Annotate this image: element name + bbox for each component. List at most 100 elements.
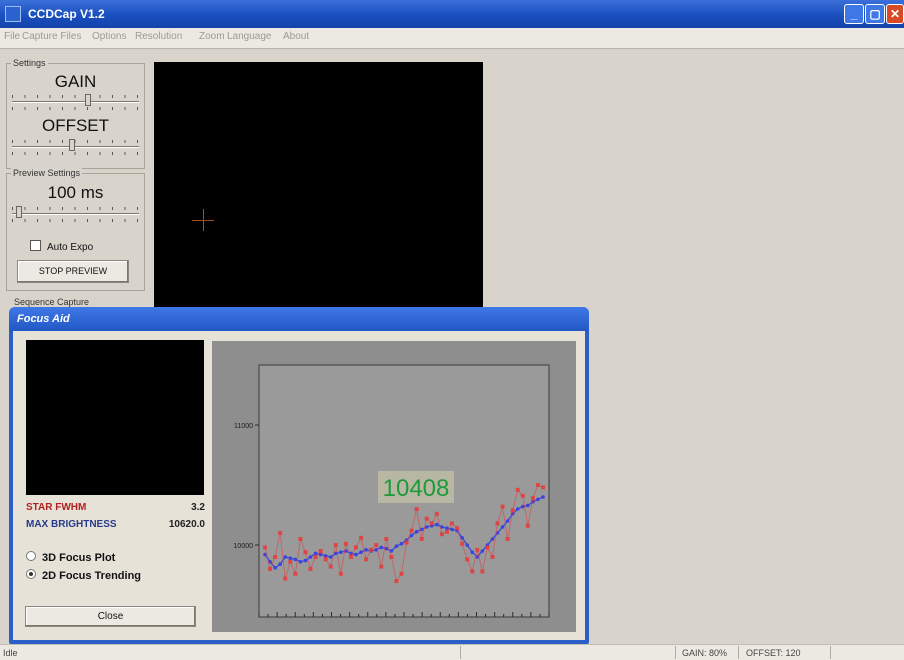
series-point	[424, 525, 429, 529]
series-point	[364, 548, 368, 552]
series-point	[435, 522, 439, 527]
series-point	[470, 569, 475, 574]
series-point	[343, 541, 348, 546]
stop-preview-button[interactable]: STOP PREVIEW	[17, 260, 129, 283]
crosshair-vertical	[203, 209, 204, 231]
menu-options[interactable]: Options	[92, 31, 127, 42]
maximize-icon[interactable]: ▢	[865, 4, 885, 24]
series-point	[263, 552, 267, 557]
status-bar: Idle GAIN: 80% OFFSET: 120	[0, 644, 904, 660]
gain-label: GAIN	[54, 72, 97, 91]
status-separator	[675, 646, 676, 659]
series-point	[536, 497, 540, 502]
series-point	[313, 555, 318, 559]
series-point	[520, 493, 525, 498]
radio-2d-focus-trending[interactable]: 2D Focus Trending	[26, 569, 141, 582]
series-point	[510, 508, 515, 513]
focus-chart: 10000 11000 10408	[212, 341, 576, 632]
series-point	[298, 537, 303, 541]
offset-slider-track	[12, 146, 139, 148]
series-point	[445, 526, 449, 530]
radio-3d-button[interactable]	[26, 551, 36, 561]
series-point	[303, 558, 308, 563]
settings-group: Settings GAIN OFFSET	[6, 58, 145, 169]
series-point	[313, 551, 318, 556]
series-point	[278, 562, 282, 566]
menu-about[interactable]: About	[283, 31, 310, 42]
sequence-capture-title: Sequence Capture	[14, 297, 90, 307]
series-point	[505, 519, 510, 523]
series-point	[470, 550, 475, 554]
series-point	[475, 555, 480, 559]
status-separator	[830, 646, 831, 659]
offset-label: OFFSET	[41, 116, 110, 135]
series-point	[409, 533, 414, 538]
close-button[interactable]: Close	[25, 606, 196, 627]
offset-slider[interactable]	[12, 137, 139, 157]
menu-capture-files[interactable]: Capture Files	[22, 31, 82, 42]
series-point	[399, 571, 404, 576]
focus-aid-titlebar[interactable]: Focus Aid	[9, 307, 589, 331]
radio-2d-button[interactable]	[26, 569, 36, 579]
series-point	[338, 571, 343, 576]
status-gain: GAIN: 80%	[682, 648, 728, 658]
star-fwhm-label: STAR FWHM	[26, 502, 87, 513]
radio-3d-label: 3D Focus Plot	[42, 552, 116, 564]
close-icon[interactable]: ✕	[886, 4, 904, 24]
exposure-slider-thumb[interactable]	[15, 206, 22, 218]
series-point	[268, 560, 272, 564]
series-point	[288, 556, 293, 560]
series-point	[354, 552, 358, 557]
exposure-slider[interactable]	[12, 204, 139, 224]
series-point	[490, 537, 495, 541]
series-point	[455, 526, 460, 531]
series-point	[293, 557, 298, 562]
series-point	[278, 531, 283, 535]
series-point	[490, 555, 495, 559]
status-separator	[738, 646, 739, 659]
menu-language[interactable]: Language	[227, 31, 272, 42]
series-point	[384, 546, 389, 551]
value-display-box	[378, 471, 454, 503]
series-point	[399, 542, 404, 546]
star-view	[26, 340, 204, 495]
value-display-text: 10408	[383, 475, 450, 502]
series-point	[465, 543, 469, 547]
series-point	[444, 529, 449, 534]
preview-viewport[interactable]	[154, 62, 483, 307]
exposure-label: 100 ms	[47, 183, 104, 202]
series-point	[429, 521, 434, 526]
series-point	[389, 555, 394, 559]
offset-slider-thumb[interactable]	[68, 139, 75, 151]
series-point	[414, 530, 419, 534]
menu-resolution[interactable]: Resolution	[135, 31, 183, 42]
y-tick-label: 10000	[234, 543, 254, 550]
menu-zoom[interactable]: Zoom	[199, 31, 225, 42]
series-point	[348, 555, 353, 559]
series-point	[379, 545, 384, 550]
series-point	[263, 545, 267, 550]
series-point	[439, 532, 444, 537]
series-point	[520, 504, 525, 509]
minimize-icon[interactable]: _	[844, 4, 864, 24]
series-point	[414, 507, 419, 511]
series-point	[419, 537, 424, 541]
series-point	[394, 579, 399, 583]
radio-2d-label: 2D Focus Trending	[42, 570, 142, 582]
y-tick-label: 11000	[234, 423, 253, 430]
gain-slider[interactable]	[12, 92, 139, 112]
series-point	[500, 504, 505, 509]
gain-slider-thumb[interactable]	[84, 94, 91, 106]
menu-file[interactable]: File	[4, 31, 21, 42]
gain-slider-track	[12, 101, 139, 103]
series-point	[541, 495, 545, 499]
series-point	[353, 545, 358, 550]
auto-expo-box[interactable]	[30, 240, 41, 251]
series-point	[328, 555, 333, 559]
radio-3d-focus-plot[interactable]: 3D Focus Plot	[26, 551, 115, 564]
app-icon	[5, 6, 21, 22]
series-point	[394, 544, 399, 548]
auto-expo-checkbox[interactable]: Auto Expo	[30, 240, 93, 253]
status-offset: OFFSET: 120	[746, 648, 801, 658]
series-point	[283, 576, 288, 581]
